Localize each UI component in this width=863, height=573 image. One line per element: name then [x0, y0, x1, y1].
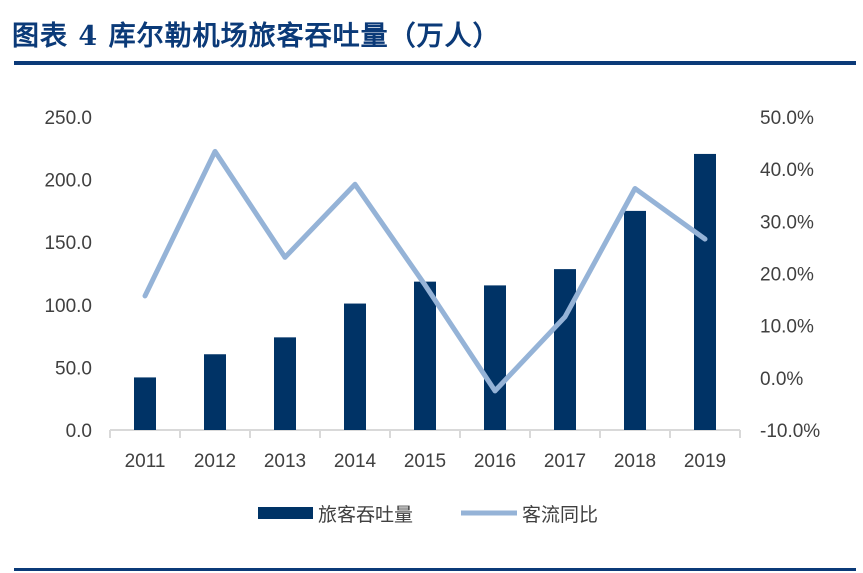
bar-2019	[694, 153, 716, 430]
left-axis-tick: 0.0	[66, 421, 92, 442]
figure-title: 图表 4 库尔勒机场旅客吞吐量（万人）	[12, 21, 501, 52]
title-divider	[14, 61, 856, 65]
x-axis-label: 2019	[684, 451, 726, 472]
bar-2015	[414, 281, 436, 430]
right-axis-tick: 40.0%	[760, 160, 814, 181]
legend-label-bar: 旅客吞吐量	[318, 504, 413, 526]
bar-2017	[554, 269, 576, 430]
bottom-divider	[14, 568, 856, 571]
x-axis-label: 2015	[404, 451, 446, 472]
x-axis-label: 2017	[544, 451, 586, 472]
bar-2014	[344, 303, 366, 430]
left-axis-tick: 100.0	[44, 296, 92, 317]
left-axis-tick: 50.0	[55, 358, 92, 379]
bar-2012	[204, 354, 226, 430]
left-axis-tick: 250.0	[44, 108, 92, 129]
right-axis-tick: 20.0%	[760, 265, 814, 286]
legend-label-line: 客流同比	[522, 504, 598, 526]
x-axis-label: 2011	[125, 451, 166, 472]
right-axis-tick: 50.0%	[760, 108, 814, 129]
right-axis-tick: 10.0%	[760, 317, 814, 338]
bar-2016	[484, 285, 506, 430]
x-axis-label: 2016	[474, 451, 516, 472]
right-axis-tick: -10.0%	[760, 421, 820, 442]
left-axis-tick: 200.0	[44, 171, 92, 192]
x-axis-label: 2012	[194, 451, 236, 472]
x-axis-label: 2014	[334, 451, 377, 472]
bar-2011	[134, 377, 156, 430]
right-axis-tick: 30.0%	[760, 212, 814, 233]
left-axis-tick: 150.0	[44, 233, 92, 254]
bar-2013	[274, 337, 296, 430]
x-axis-label: 2013	[264, 451, 306, 472]
bar-2018	[624, 210, 646, 430]
right-axis-tick: 0.0%	[760, 369, 803, 390]
x-axis-label: 2018	[614, 451, 656, 472]
legend-swatch-bar	[258, 507, 313, 519]
